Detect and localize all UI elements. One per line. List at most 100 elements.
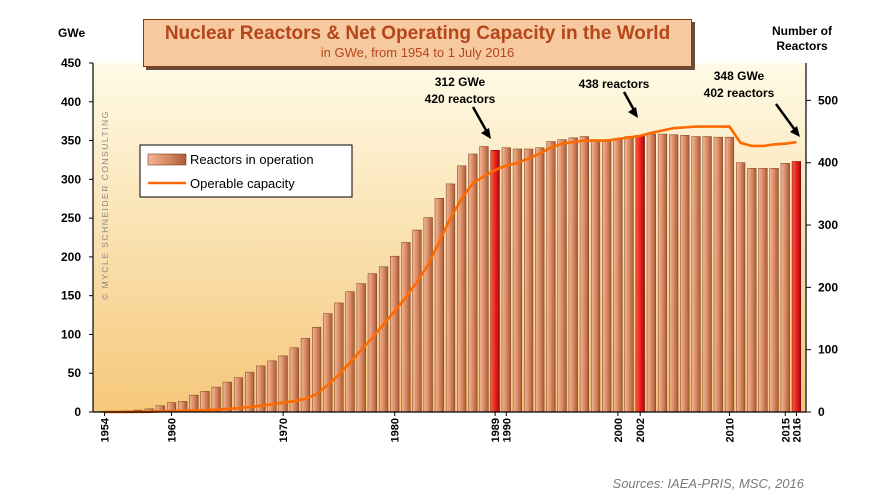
x-tick-label: 2000 [613, 418, 625, 442]
bar-1975 [334, 302, 344, 413]
x-tick-label: 1990 [501, 418, 513, 442]
right-tick-label: 200 [818, 280, 838, 294]
left-tick-label: 150 [61, 289, 81, 303]
annotation-1989-line2: 420 reactors [425, 92, 496, 106]
bar-2013 [758, 168, 768, 413]
legend: Reactors in operation Operable capacity [139, 144, 353, 198]
left-tick-label: 50 [68, 366, 82, 380]
bar-1998 [590, 139, 601, 413]
left-tick-label: 400 [61, 95, 81, 109]
bar-2006 [680, 135, 690, 413]
bar-1993 [535, 147, 545, 413]
right-axis-label-line1: Number of [772, 24, 833, 38]
x-tick-label: 2010 [724, 418, 736, 442]
bar-2016 [791, 161, 802, 413]
left-axis-label: GWe [58, 26, 85, 40]
right-tick-label: 100 [818, 343, 838, 357]
bar-1980 [390, 255, 400, 413]
left-tick-label: 350 [61, 134, 81, 148]
bar-2012 [747, 168, 757, 413]
annotation-2002-line1: 438 reactors [579, 77, 650, 91]
capacity-line [104, 125, 797, 414]
bar-1984 [434, 197, 444, 413]
bar-1987 [468, 153, 478, 413]
annotation-2016-line1: 348 GWe [714, 69, 765, 83]
bar-2001 [624, 136, 634, 413]
chart-subtitle: in GWe, from 1954 to 1 July 2016 [320, 45, 515, 60]
right-tick-label: 300 [818, 218, 838, 232]
bar-2010 [724, 136, 735, 413]
right-axis-label-line2: Reactors [776, 39, 828, 53]
left-tick-label: 200 [61, 250, 81, 264]
legend-box [139, 144, 353, 198]
bar-2008 [702, 136, 712, 413]
bar-1972 [300, 338, 311, 413]
title-box: Nuclear Reactors & Net Operating Capacit… [143, 19, 692, 67]
annotation-2016: 348 GWe 402 reactors [704, 69, 800, 137]
left-tick-label: 0 [74, 405, 81, 419]
bar-1990 [501, 147, 511, 413]
chart-title: Nuclear Reactors & Net Operating Capacit… [164, 23, 671, 44]
bar-2015 [780, 163, 790, 413]
bar-1974 [323, 313, 333, 413]
left-ticks: 0 50 100 150 200 250 300 350 400 450 [61, 56, 93, 419]
bar-2003 [646, 133, 656, 413]
bar-1973 [311, 326, 322, 413]
annotation-1989: 312 GWe 420 reactors [425, 75, 496, 139]
bar-2005 [669, 134, 679, 413]
legend-bar-swatch [147, 153, 187, 166]
x-tick-label: 1989 [490, 418, 502, 442]
x-tick-label: 1970 [278, 418, 290, 442]
annotation-2002-arrowhead [628, 107, 638, 118]
left-tick-label: 300 [61, 172, 81, 186]
bar-2009 [713, 136, 723, 413]
annotation-2016-arrowhead [790, 126, 800, 137]
bar-1981 [401, 242, 411, 413]
x-ticks: 1954 1960 1970 1980 1989 1990 2000 2002 2010 2015… [100, 412, 803, 442]
bar-1991 [512, 148, 523, 413]
annotation-1989-arrow [471, 106, 489, 133]
bar-1989 [490, 150, 500, 413]
bar-2000 [613, 139, 623, 413]
x-tick-label: 2002 [635, 418, 647, 442]
bar-1995 [557, 139, 567, 413]
bar-1988 [479, 146, 489, 413]
bar-1992 [524, 148, 534, 413]
bar-2002 [635, 135, 645, 413]
source-note: Sources: IAEA-PRIS, MSC, 2016 [612, 476, 804, 491]
watermark: © MYCLE SCHNEIDER CONSULTING [100, 110, 110, 300]
annotation-1989-arrowhead [481, 128, 491, 139]
bar-2011 [736, 162, 746, 413]
bar-1999 [602, 139, 612, 413]
annotation-2002-arrow [622, 91, 636, 111]
legend-line-label: Operable capacity [190, 176, 295, 191]
right-ticks: 0 100 200 300 400 500 [806, 93, 838, 419]
x-tick-label: 1980 [390, 418, 402, 442]
bar-1983 [423, 217, 433, 413]
left-tick-label: 250 [61, 211, 81, 225]
bar-2007 [691, 136, 701, 413]
right-tick-label: 500 [818, 93, 838, 107]
bar-1996 [568, 137, 578, 413]
bar-1979 [378, 266, 389, 413]
bar-1976 [345, 291, 355, 413]
bar-1982 [412, 229, 422, 413]
annotation-2002: 438 reactors [579, 77, 650, 118]
annotation-1989-line1: 312 GWe [435, 75, 486, 89]
bars-group [99, 133, 802, 413]
left-tick-label: 450 [61, 56, 81, 70]
right-tick-label: 400 [818, 156, 838, 170]
annotation-2016-line2: 402 reactors [704, 86, 775, 100]
bar-2004 [657, 133, 668, 413]
bar-2014 [769, 168, 779, 413]
bar-1994 [546, 141, 556, 413]
x-tick-label: 2015 [780, 418, 792, 442]
annotation-2016-arrow [774, 103, 797, 131]
x-tick-label: 2016 [791, 418, 803, 442]
legend-bar-label: Reactors in operation [190, 152, 314, 167]
x-tick-label: 1954 [100, 417, 112, 442]
bar-1997 [579, 136, 589, 413]
x-tick-label: 1960 [167, 418, 179, 442]
left-tick-label: 100 [61, 327, 81, 341]
